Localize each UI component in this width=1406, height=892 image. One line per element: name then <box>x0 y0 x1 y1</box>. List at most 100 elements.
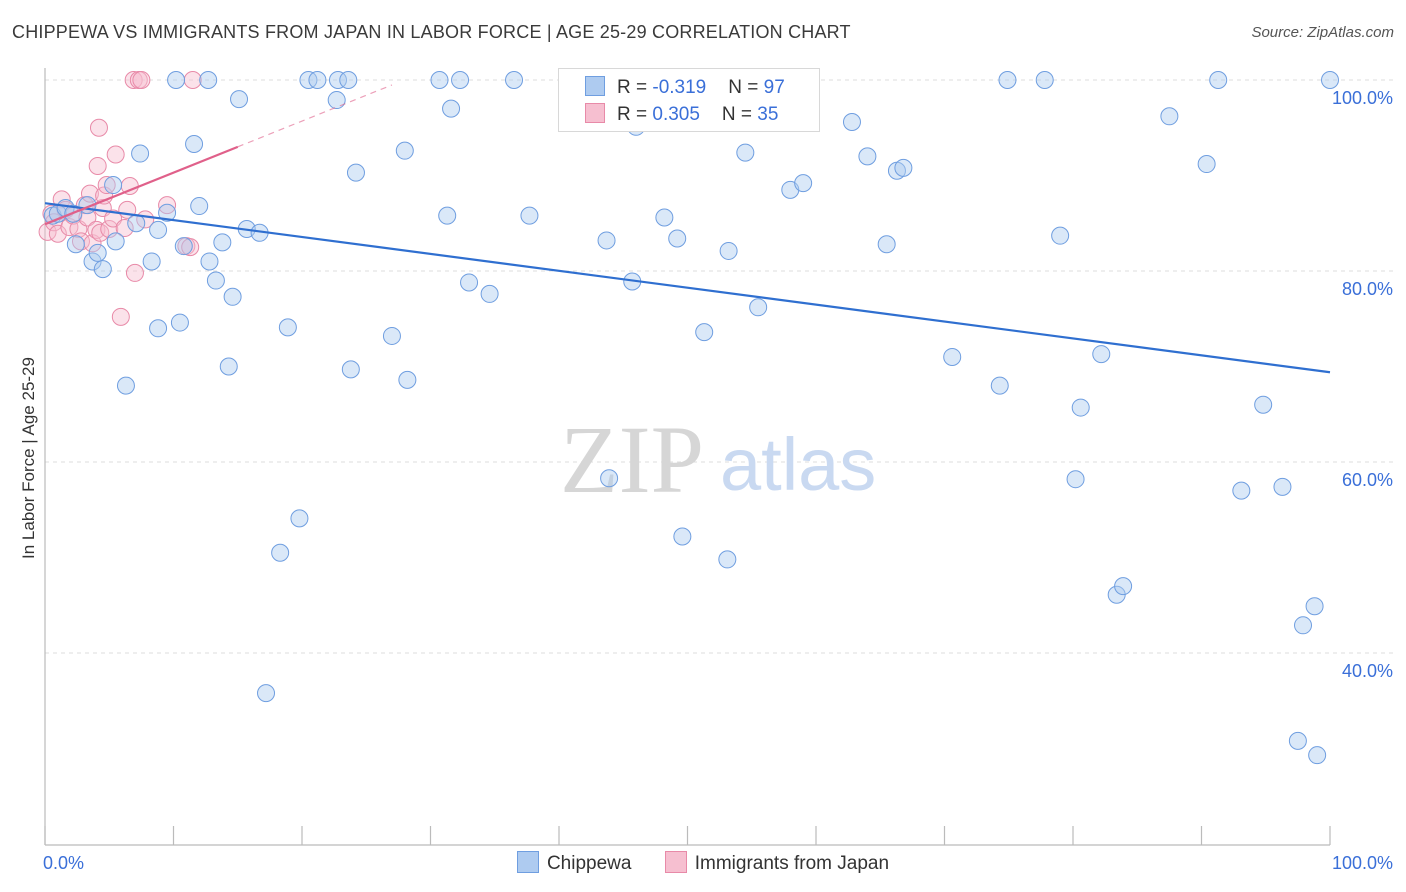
chippewa-point <box>174 237 193 256</box>
chippewa-point <box>142 252 161 271</box>
chippewa-point <box>382 326 401 345</box>
legend-n-value: 35 <box>757 104 779 125</box>
chippewa-point <box>655 208 674 227</box>
y-axis-label: In Labor Force | Age 25-29 <box>19 357 38 559</box>
x-tick-label: 100.0% <box>1332 853 1393 873</box>
chippewa-point <box>104 176 123 195</box>
chippewa-point <box>278 318 297 337</box>
chippewa-point <box>308 71 327 89</box>
chippewa-point <box>230 90 249 109</box>
chippewa-point <box>430 71 449 89</box>
chippewa-point <box>93 260 112 279</box>
chippewa-point <box>1114 577 1133 596</box>
japan-point <box>91 223 110 242</box>
chippewa-point <box>460 273 479 292</box>
chippewa-point <box>1092 345 1111 364</box>
japan-trend-extension <box>237 84 393 148</box>
chippewa-points <box>43 71 1339 765</box>
watermark-atlas: atlas <box>720 423 876 506</box>
japan-point <box>48 224 67 243</box>
legend-swatch-blue <box>585 76 605 96</box>
legend-r-value: 0.305 <box>652 104 700 125</box>
chippewa-point <box>842 113 861 132</box>
chippewa-point <box>719 241 738 260</box>
chippewa-point <box>998 71 1017 89</box>
chippewa-point <box>290 509 309 528</box>
series-swatch-pink <box>664 851 687 873</box>
chippewa-point <box>127 214 146 233</box>
legend-n-label: N = <box>728 77 764 98</box>
chippewa-point <box>451 71 470 89</box>
japan-point <box>132 71 151 89</box>
chippewa-point <box>858 147 877 166</box>
legend-n-label: N = <box>721 104 758 125</box>
series-legend-label: Immigrants from Japan <box>694 853 890 874</box>
chippewa-point <box>83 252 102 271</box>
chippewa-point <box>438 206 457 225</box>
japan-point <box>115 219 134 238</box>
y-tick-label: 60.0% <box>1342 470 1393 490</box>
chippewa-point <box>597 231 616 250</box>
chippewa-point <box>736 143 755 162</box>
chippewa-point <box>149 220 168 239</box>
chippewa-point <box>185 134 204 153</box>
chippewa-point <box>877 235 896 254</box>
chippewa-point <box>1294 616 1313 635</box>
chippewa-point <box>943 347 962 366</box>
chippewa-point <box>749 298 768 317</box>
chippewa-point <box>341 360 360 379</box>
chippewa-point <box>1305 597 1324 616</box>
tick-labels: 40.0% 60.0% 80.0% 100.0% 0.0% 100.0% <box>43 88 1393 873</box>
japan-point <box>183 71 202 89</box>
chippewa-point <box>66 235 85 254</box>
chippewa-point <box>695 323 714 342</box>
japan-point <box>71 232 90 251</box>
chippewa-point <box>1066 470 1085 489</box>
chippewa-point <box>1254 395 1273 414</box>
watermark: ZIP atlas <box>560 406 876 513</box>
chippewa-point <box>442 99 461 118</box>
chippewa-point <box>1071 398 1090 417</box>
chippewa-point <box>170 313 189 332</box>
japan-point <box>88 156 107 175</box>
legend-r-label: R = <box>617 77 653 98</box>
series-swatch-blue <box>516 851 539 873</box>
legend-n-value: 97 <box>763 77 785 98</box>
chippewa-point <box>398 370 417 389</box>
chippewa-point <box>1197 155 1216 174</box>
japan-points <box>38 71 202 326</box>
watermark-zip: ZIP <box>560 406 704 513</box>
y-tick-label: 80.0% <box>1342 279 1393 299</box>
japan-point <box>97 176 116 195</box>
chippewa-point <box>505 71 524 89</box>
chippewa-point <box>199 71 218 89</box>
japan-point <box>52 190 71 209</box>
chippewa-point <box>339 71 358 89</box>
series-legend: Chippewa Immigrants from Japan <box>0 851 1406 875</box>
source-credit: Source: ZipAtlas.com <box>1251 24 1394 41</box>
chippewa-point <box>718 550 737 569</box>
chippewa-point <box>1051 226 1070 245</box>
chippewa-point <box>167 71 186 89</box>
legend-swatch-pink <box>585 103 605 123</box>
japan-point <box>80 184 99 203</box>
chippewa-point <box>990 376 1009 395</box>
chippewa-point <box>116 376 135 395</box>
chippewa-point <box>1308 746 1327 765</box>
chippewa-point <box>1035 71 1054 89</box>
japan-point <box>89 118 108 137</box>
chippewa-point <box>668 229 687 248</box>
chippewa-point <box>1321 71 1339 89</box>
series-legend-label: Chippewa <box>546 853 632 874</box>
chippewa-point <box>1209 71 1228 89</box>
chippewa-point <box>794 174 813 193</box>
chart-title: CHIPPEWA VS IMMIGRANTS FROM JAPAN IN LAB… <box>12 22 851 42</box>
chippewa-point <box>213 233 232 252</box>
trend-lines <box>44 84 1331 374</box>
japan-trend-line <box>44 145 239 226</box>
chippewa-point <box>219 357 238 376</box>
chippewa-point <box>346 163 365 182</box>
chippewa-point <box>1232 481 1251 500</box>
japan-point <box>124 71 143 89</box>
